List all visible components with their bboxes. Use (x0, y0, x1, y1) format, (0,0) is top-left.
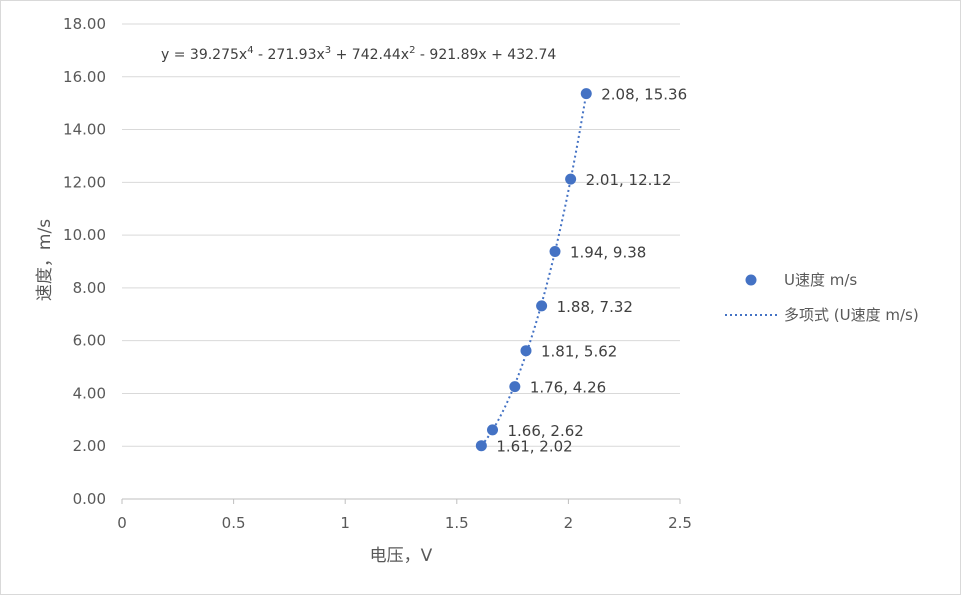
data-label: 1.76, 4.26 (530, 379, 606, 397)
y-tick-label: 6.00 (73, 332, 106, 350)
x-tick-label: 2.5 (668, 514, 692, 532)
x-tick-label: 2 (564, 514, 574, 532)
x-tick-label: 0 (117, 514, 127, 532)
data-point (565, 173, 577, 185)
legend-marker-series (745, 274, 757, 286)
y-axis-ticks: 0.00 2.00 4.00 6.00 8.00 10.00 12.00 14.00 16.00… (63, 15, 106, 508)
y-tick-label: 4.00 (73, 384, 106, 402)
data-point (487, 424, 499, 436)
trendline-equation: y = 39.275x4 - 271.93x3 + 742.44x2 - 921… (161, 45, 556, 63)
legend-label-series: U速度 m/s (784, 271, 857, 289)
y-tick-label: 8.00 (73, 279, 106, 297)
data-point (475, 440, 487, 452)
y-tick-label: 18.00 (63, 15, 106, 33)
legend: U速度 m/s 多项式 (U速度 m/s) (725, 271, 919, 324)
x-tick-label: 0.5 (222, 514, 246, 532)
data-point (536, 300, 548, 312)
data-point (549, 245, 561, 257)
x-axis-title: 电压，V (370, 546, 433, 566)
trendline-path (480, 93, 588, 447)
x-tick-label: 1 (340, 514, 350, 532)
y-tick-label: 2.00 (73, 437, 106, 455)
x-axis-ticks: 0 0.5 1 1.5 2 2.5 (117, 499, 692, 532)
y-tick-label: 14.00 (63, 121, 106, 139)
data-points (475, 88, 592, 452)
y-tick-label: 12.00 (63, 173, 106, 191)
data-point (520, 345, 532, 357)
y-axis-title: 速度，m/s (35, 219, 55, 301)
data-label: 2.08, 15.36 (601, 86, 687, 104)
data-label: 1.66, 2.62 (508, 422, 584, 440)
data-labels: 1.61, 2.021.66, 2.62 1.76, 4.26 1.81, 5.62… (496, 86, 687, 456)
data-point (509, 381, 521, 393)
data-label: 1.81, 5.62 (541, 343, 617, 361)
x-tick-label: 1.5 (445, 514, 469, 532)
gridlines (122, 23, 680, 447)
data-label: 2.01, 12.12 (586, 171, 672, 189)
y-tick-label: 16.00 (63, 68, 106, 86)
y-tick-label: 10.00 (63, 226, 106, 244)
data-label: 1.61, 2.02 (496, 438, 572, 456)
data-label: 1.88, 7.32 (557, 298, 633, 316)
data-label: 1.94, 9.38 (570, 243, 646, 261)
legend-label-trendline: 多项式 (U速度 m/s) (784, 306, 919, 324)
data-point (580, 88, 592, 100)
y-tick-label: 0.00 (73, 490, 106, 508)
